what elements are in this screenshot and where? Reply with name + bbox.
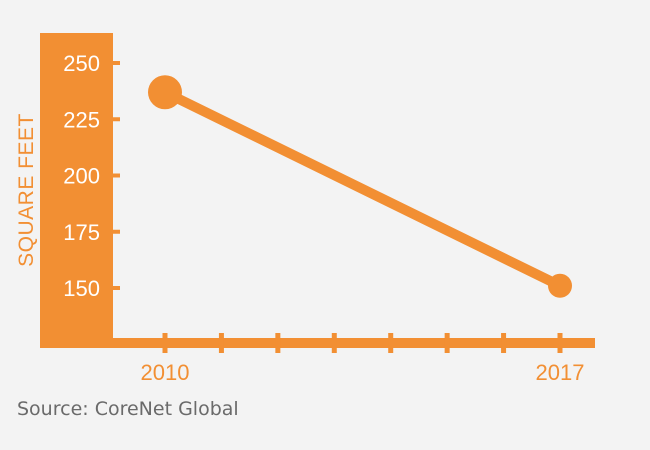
data-point — [148, 75, 182, 110]
y-tick-mark — [112, 286, 120, 290]
x-tick-mark — [218, 333, 224, 353]
source-text: Source: CoreNet Global — [17, 398, 239, 420]
y-tick-label: 200 — [63, 164, 100, 189]
x-tick-mark — [557, 333, 563, 353]
y-tick-label: 150 — [63, 276, 100, 301]
x-tick-mark — [331, 333, 337, 353]
x-tick-mark — [388, 333, 394, 353]
x-axis-line — [40, 338, 595, 348]
y-tick-label: 225 — [63, 107, 100, 132]
y-axis-band — [40, 33, 113, 348]
x-tick-label: 2010 — [141, 360, 190, 385]
x-tick-mark — [275, 333, 281, 353]
y-tick-mark — [112, 61, 120, 65]
y-tick-mark — [112, 117, 120, 122]
x-tick-mark — [444, 333, 450, 353]
y-tick-label: 175 — [63, 220, 100, 245]
y-tick-label: 250 — [63, 51, 100, 76]
series-line — [148, 75, 572, 298]
x-tick-mark — [162, 333, 168, 353]
x-tick-label: 2017 — [536, 360, 585, 385]
data-point — [548, 273, 572, 298]
x-tick-labels: 2010 2017 — [141, 360, 585, 385]
y-tick-mark — [112, 173, 120, 178]
y-tick-mark — [112, 229, 120, 234]
x-tick-mark — [501, 333, 507, 353]
series-path — [160, 87, 565, 291]
y-axis-label: SQUARE FEET — [15, 113, 38, 267]
x-minor-ticks — [162, 333, 563, 353]
y-ticks: 150 175 200 225 250 — [63, 51, 120, 301]
